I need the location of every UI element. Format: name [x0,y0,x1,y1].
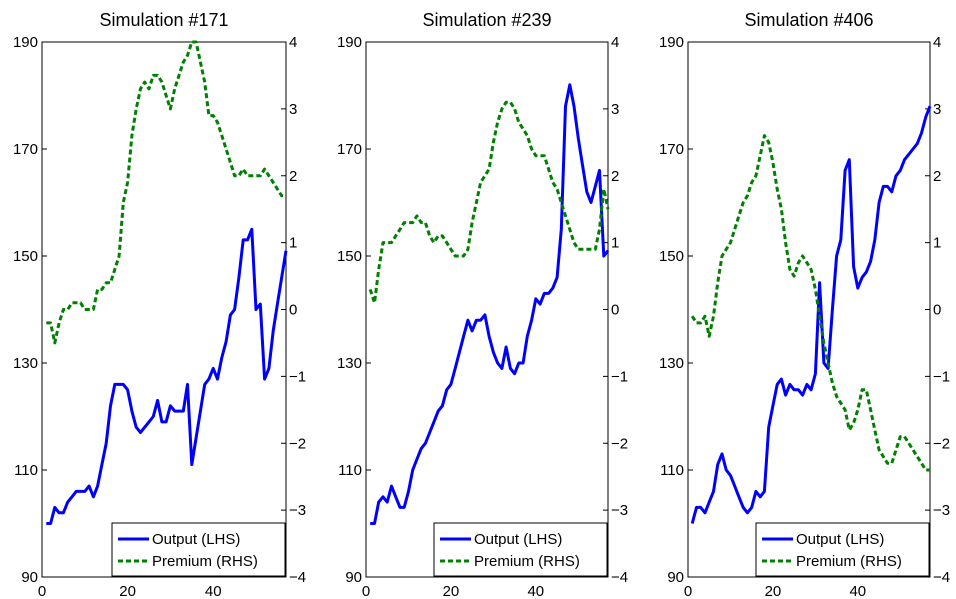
x-tick-label: 20 [443,583,460,599]
y-right-tick-label: −2 [933,435,950,452]
legend-label: Premium (RHS) [152,553,258,570]
y-left-tick-label: 170 [659,141,684,158]
y-right-tick-label: −3 [289,502,306,519]
y-left-tick-label: 190 [13,34,38,51]
output-series-line [46,227,288,525]
panel-3: Simulation #40690110130150170190−4−3−2−1… [659,10,950,599]
y-right-tick-label: 1 [289,235,297,252]
y-right-tick-label: −4 [289,569,306,586]
y-right-tick-label: 4 [933,34,941,51]
y-right-tick-label: 3 [933,101,941,118]
y-left-tick-label: 150 [13,248,38,265]
y-left-tick-label: 130 [659,355,684,372]
y-right-tick-label: 3 [289,101,297,118]
y-right-tick-label: −2 [611,435,628,452]
y-left-tick-label: 190 [659,34,684,51]
legend: Output (LHS) Premium (RHS) [433,522,608,577]
legend: Output (LHS) Premium (RHS) [755,522,930,577]
y-right-tick-label: 2 [611,168,619,185]
y-left-tick-label: 130 [13,355,38,372]
legend-label: Output (LHS) [152,531,240,548]
y-left-tick-label: 110 [14,462,38,479]
y-left-tick-label: 150 [337,248,362,265]
y-left-tick-label: 190 [337,34,362,51]
y-right-tick-label: 3 [611,101,619,118]
x-tick-label: 40 [527,583,544,599]
plot-frame [41,41,287,578]
y-right-tick-label: −1 [289,368,306,385]
y-right-tick-label: 0 [933,302,941,319]
x-tick-label: 20 [765,583,782,599]
legend-label: Output (LHS) [796,531,884,548]
chart-title: Simulation #406 [744,10,873,30]
legend-label: Output (LHS) [474,531,562,548]
panel-1: Simulation #17190110130150170190−4−3−2−1… [13,10,306,599]
y-right-tick-label: −3 [933,502,950,519]
output-series-line [370,83,610,525]
panel-2: Simulation #23990110130150170190−4−3−2−1… [337,10,628,599]
y-right-tick-label: 4 [289,34,297,51]
legend-box [433,522,608,577]
y-left-tick-label: 130 [337,355,362,372]
y-right-tick-label: −3 [611,502,628,519]
legend: Output (LHS) Premium (RHS) [111,522,286,577]
legend-box [755,522,930,577]
y-right-tick-label: −2 [289,435,306,452]
y-right-tick-label: 0 [289,302,297,319]
legend-label: Premium (RHS) [796,553,902,570]
y-right-tick-label: −4 [933,569,950,586]
y-right-tick-label: −4 [611,569,628,586]
premium-series-line [46,40,286,345]
plot-frame [365,41,609,578]
y-left-tick-label: 90 [667,569,684,586]
y-right-tick-label: 1 [611,235,619,252]
y-right-tick-label: 4 [611,34,619,51]
y-left-tick-label: 170 [13,141,38,158]
x-tick-label: 40 [849,583,866,599]
x-tick-label: 0 [38,583,46,599]
x-tick-label: 0 [362,583,370,599]
legend-box [111,522,286,577]
plot-frame [687,41,931,578]
y-right-tick-label: 0 [611,302,619,319]
y-left-tick-label: 170 [337,141,362,158]
y-left-tick-label: 90 [21,569,38,586]
y-right-tick-label: −1 [933,368,950,385]
y-left-tick-label: 150 [659,248,684,265]
y-right-tick-label: 2 [289,168,297,185]
premium-series-line [690,134,930,472]
y-left-tick-label: 110 [660,462,684,479]
legend-label: Premium (RHS) [474,553,580,570]
y-right-tick-label: 1 [933,235,941,252]
chart-title: Simulation #171 [99,10,228,30]
x-tick-label: 20 [119,583,136,599]
y-right-tick-label: 2 [933,168,941,185]
y-left-tick-label: 110 [338,462,362,479]
y-left-tick-label: 90 [345,569,362,586]
x-tick-label: 0 [684,583,692,599]
y-right-tick-label: −1 [611,368,628,385]
premium-series-line [368,100,610,305]
output-series-line [690,105,932,524]
chart-title: Simulation #239 [422,10,551,30]
x-tick-label: 40 [205,583,222,599]
